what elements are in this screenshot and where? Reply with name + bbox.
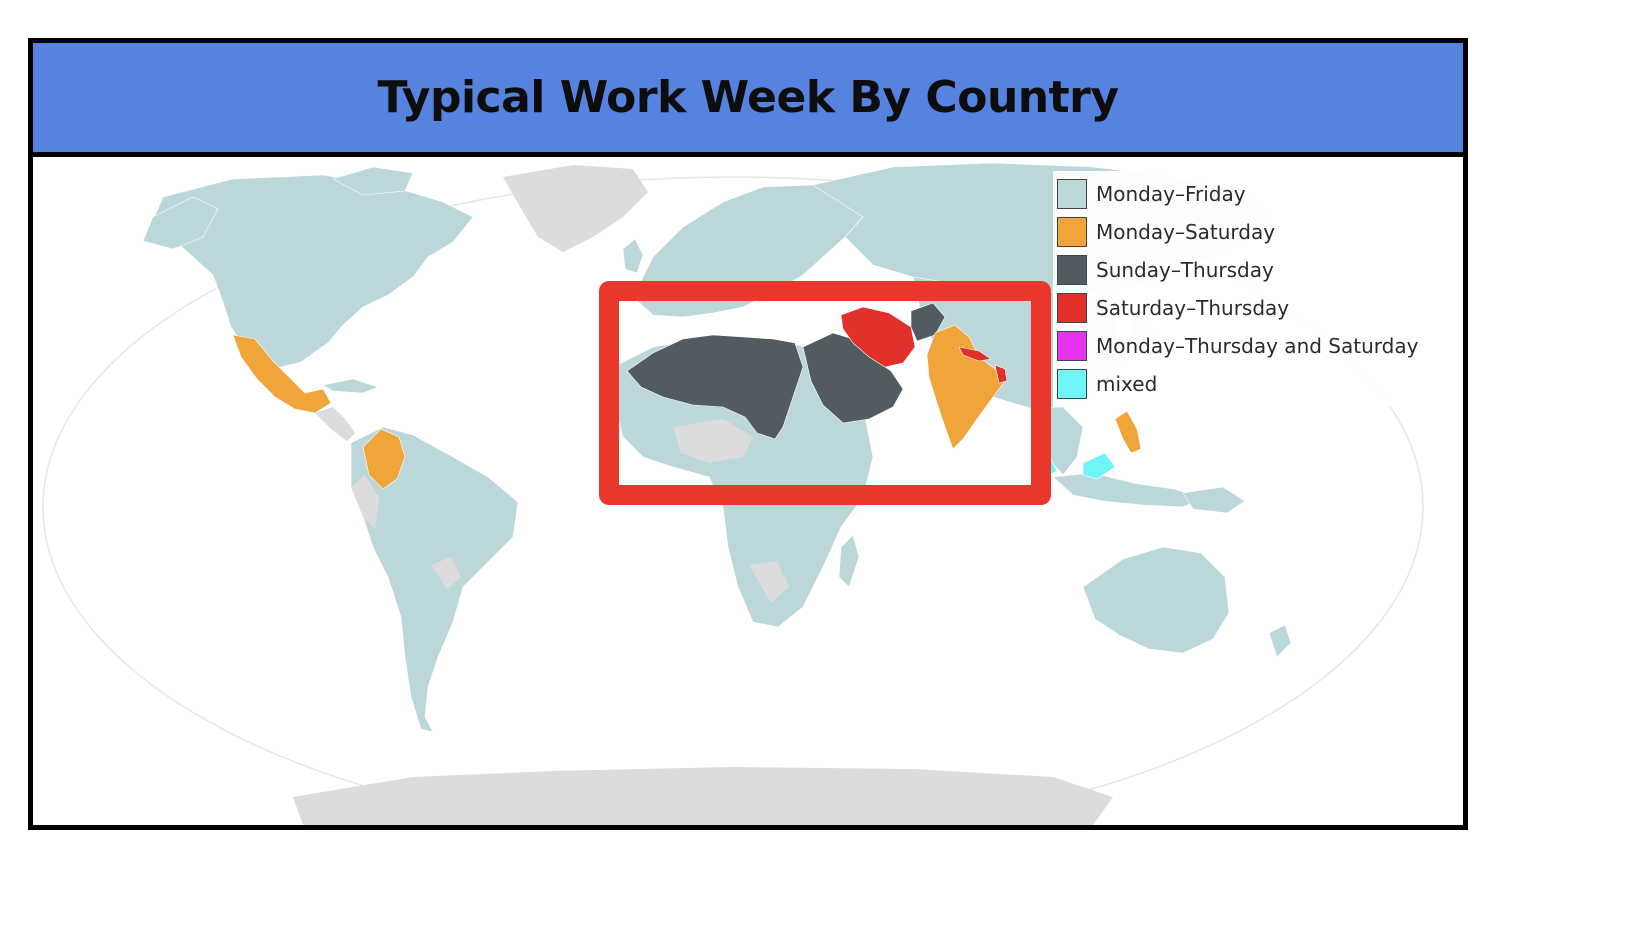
iran [840,306,916,368]
legend-swatch [1057,217,1087,247]
borneo-mixed [1082,452,1116,480]
new-guinea [1182,486,1246,514]
legend-swatch [1057,293,1087,323]
philippines [1114,410,1142,454]
new-zealand [1268,624,1292,658]
map-area: Monday–Friday Monday–Saturday Sunday–Thu… [33,157,1463,825]
africa-nodata-2 [749,561,789,603]
legend-swatch [1057,179,1087,209]
map-title: Typical Work Week By Country [377,72,1119,123]
legend-label: Saturday–Thursday [1096,296,1290,320]
projection-outline [42,176,1424,825]
legend-item-saturday-thursday: Saturday–Thursday [1057,289,1418,327]
uk [622,238,644,274]
madagascar [838,534,860,588]
legend-label: Monday–Saturday [1096,220,1276,244]
greenland [503,165,648,252]
alaska [142,196,219,250]
legend-item-monday-friday: Monday–Friday [1057,175,1418,213]
colombia [362,428,406,490]
title-bar: Typical Work Week By Country [33,43,1463,157]
arctic-islands [332,166,414,196]
legend-swatch [1057,331,1087,361]
legend-item-monday-saturday: Monday–Saturday [1057,213,1418,251]
antarctica [293,767,1113,825]
legend-item-mixed: mixed [1057,365,1418,403]
legend-label: Monday–Thursday and Saturday [1096,334,1419,358]
north-africa [626,334,804,440]
legend-label: mixed [1096,372,1158,396]
south-america-nodata-2 [431,557,461,589]
legend-swatch [1057,255,1087,285]
map-frame: Typical Work Week By Country [28,38,1468,830]
africa-nodata [673,419,753,463]
highlight-region-box [599,281,1051,505]
legend-label: Sunday–Thursday [1096,258,1274,282]
india [926,324,1006,450]
legend-item-monday-thursday-saturday: Monday–Thursday and Saturday [1057,327,1418,365]
central-america [315,407,355,441]
australia [1082,546,1230,654]
caribbean [322,378,379,394]
africa [612,336,874,628]
north-america [150,174,474,370]
legend-item-sunday-thursday: Sunday–Thursday [1057,251,1418,289]
nepal [958,346,992,362]
mexico [232,334,332,414]
south-america [350,426,519,733]
bangladesh [994,364,1008,384]
indonesia [1052,472,1204,508]
legend: Monday–Friday Monday–Saturday Sunday–Thu… [1053,171,1425,407]
legend-swatch [1057,369,1087,399]
legend-label: Monday–Friday [1096,182,1246,206]
south-america-nodata [351,475,379,529]
